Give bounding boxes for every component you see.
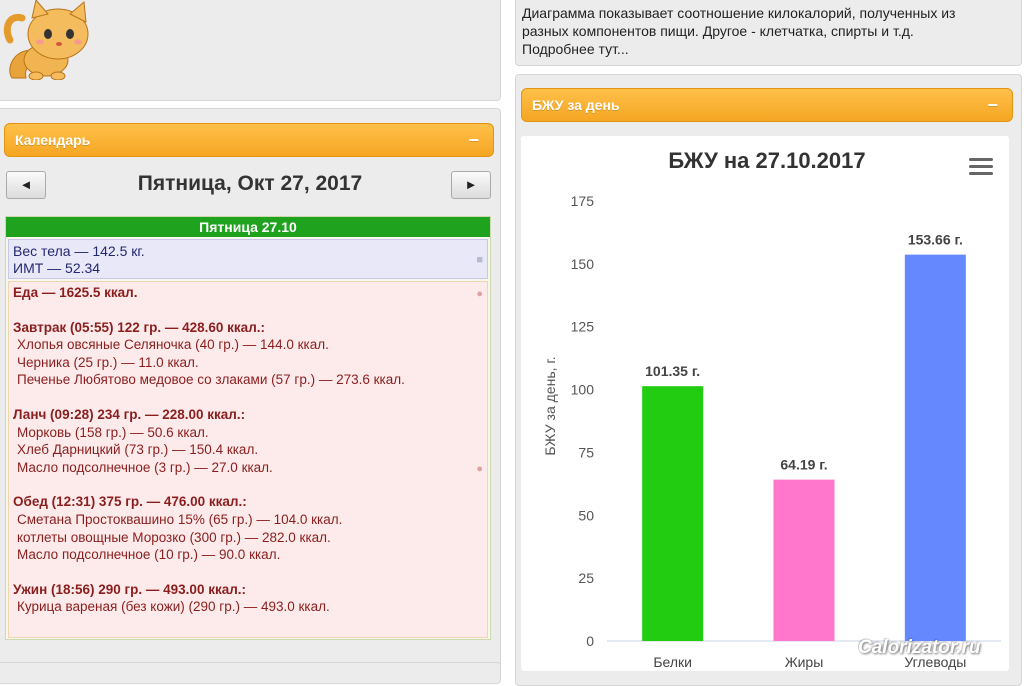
y-tick-label: 0 xyxy=(586,633,594,649)
food-item: Масло подсолнечное (3 гр.) — 27.0 ккал. xyxy=(17,459,273,475)
collapse-icon[interactable]: − xyxy=(987,95,998,115)
y-tick-label: 75 xyxy=(578,444,594,460)
y-axis-label: БЖУ за день, г. xyxy=(542,356,558,455)
data-label: 64.19 г. xyxy=(780,457,827,473)
watermark: Calorizator.ru xyxy=(858,637,981,658)
food-item: Масло подсолнечное (10 гр.) — 90.0 ккал. xyxy=(17,547,281,563)
x-tick-label: Белки xyxy=(653,654,692,670)
bar[interactable] xyxy=(773,479,835,641)
food-item: Хлопья овсяные Селяночка (40 гр.) — 144.… xyxy=(17,337,329,353)
x-tick-label: Углеводы xyxy=(904,654,966,670)
bju-chart: БЖУ на 27.10.2017 БЖУ за день, г. 0 25 50 7… xyxy=(542,148,1001,670)
bar[interactable] xyxy=(642,386,704,641)
bju-header[interactable]: БЖУ за день − xyxy=(521,88,1013,122)
info-more-link[interactable]: Подробнее тут... xyxy=(522,41,629,57)
body-bmi: ИМТ — 52.34 xyxy=(13,260,101,276)
bju-header-label: БЖУ за день xyxy=(532,97,620,113)
food-item: Печенье Любятово медовое со злаками (57 … xyxy=(17,372,405,388)
y-tick-label: 175 xyxy=(571,193,595,209)
body-stats: Вес тела — 142.5 кг. ИМТ — 52.34 ■ xyxy=(8,239,488,279)
bar[interactable] xyxy=(904,254,966,641)
y-tick-label: 125 xyxy=(571,319,595,335)
meal-title: Завтрак (05:55) 122 гр. — 428.60 ккал.: xyxy=(13,319,266,335)
calendar-header-label: Календарь xyxy=(15,132,91,148)
y-tick-label: 25 xyxy=(578,570,594,586)
next-day-button[interactable]: ► xyxy=(451,171,491,199)
food-item: Курица вареная (без кожи) (290 гр.) — 49… xyxy=(17,599,330,615)
edit-hand-icon[interactable]: ● xyxy=(476,463,483,475)
y-tick-label: 50 xyxy=(578,507,594,523)
day-header: Пятница 27.10 xyxy=(6,217,490,237)
info-description: Диаграмма показывает соотношение килокал… xyxy=(522,5,956,39)
x-tick-label: Жиры xyxy=(785,654,824,670)
food-item: Черника (25 гр.) — 11.0 ккал. xyxy=(17,354,199,370)
info-panel xyxy=(515,0,1022,66)
food-item: котлеты овощные Морозко (300 гр.) — 282.… xyxy=(17,529,331,545)
menu-icon[interactable] xyxy=(969,158,993,175)
y-tick-label: 100 xyxy=(571,382,595,398)
food-item: Сметана Простоквашино 15% (65 гр.) — 104… xyxy=(17,511,343,527)
chart-title: БЖУ на 27.10.2017 xyxy=(668,148,865,173)
calendar-date-title: Пятница, Окт 27, 2017 xyxy=(137,172,363,195)
food-total: Еда — 1625.5 ккал. xyxy=(13,285,138,300)
food-diary: ● ● Еда — 1625.5 ккал. Завтрак (05:55) 1… xyxy=(8,281,488,638)
y-tick-label: 150 xyxy=(571,256,595,272)
food-item: Хлеб Дарницкий (73 гр.) — 150.4 ккал. xyxy=(17,442,259,458)
scale-icon: ■ xyxy=(476,254,483,266)
data-label: 153.66 г. xyxy=(908,232,963,248)
meal-title: Ланч (09:28) 234 гр. — 228.00 ккал.: xyxy=(13,406,246,422)
meal-title: Ужин (18:56) 290 гр. — 493.00 ккал.: xyxy=(13,581,247,597)
cat-mascot-icon xyxy=(3,0,89,80)
calendar-header[interactable]: Календарь − xyxy=(4,123,494,157)
edit-hand-icon[interactable]: ● xyxy=(476,288,483,300)
collapse-icon[interactable]: − xyxy=(468,130,479,150)
bottom-panel-stub xyxy=(0,662,501,684)
data-label: 101.35 г. xyxy=(645,363,700,379)
info-text: Диаграмма показывает соотношение килокал… xyxy=(522,4,1002,58)
food-item: Морковь (158 гр.) — 50.6 ккал. xyxy=(17,424,209,440)
prev-day-button[interactable]: ◄ xyxy=(6,171,46,199)
body-weight: Вес тела — 142.5 кг. xyxy=(13,243,145,259)
meal-title: Обед (12:31) 375 гр. — 476.00 ккал.: xyxy=(13,494,247,510)
